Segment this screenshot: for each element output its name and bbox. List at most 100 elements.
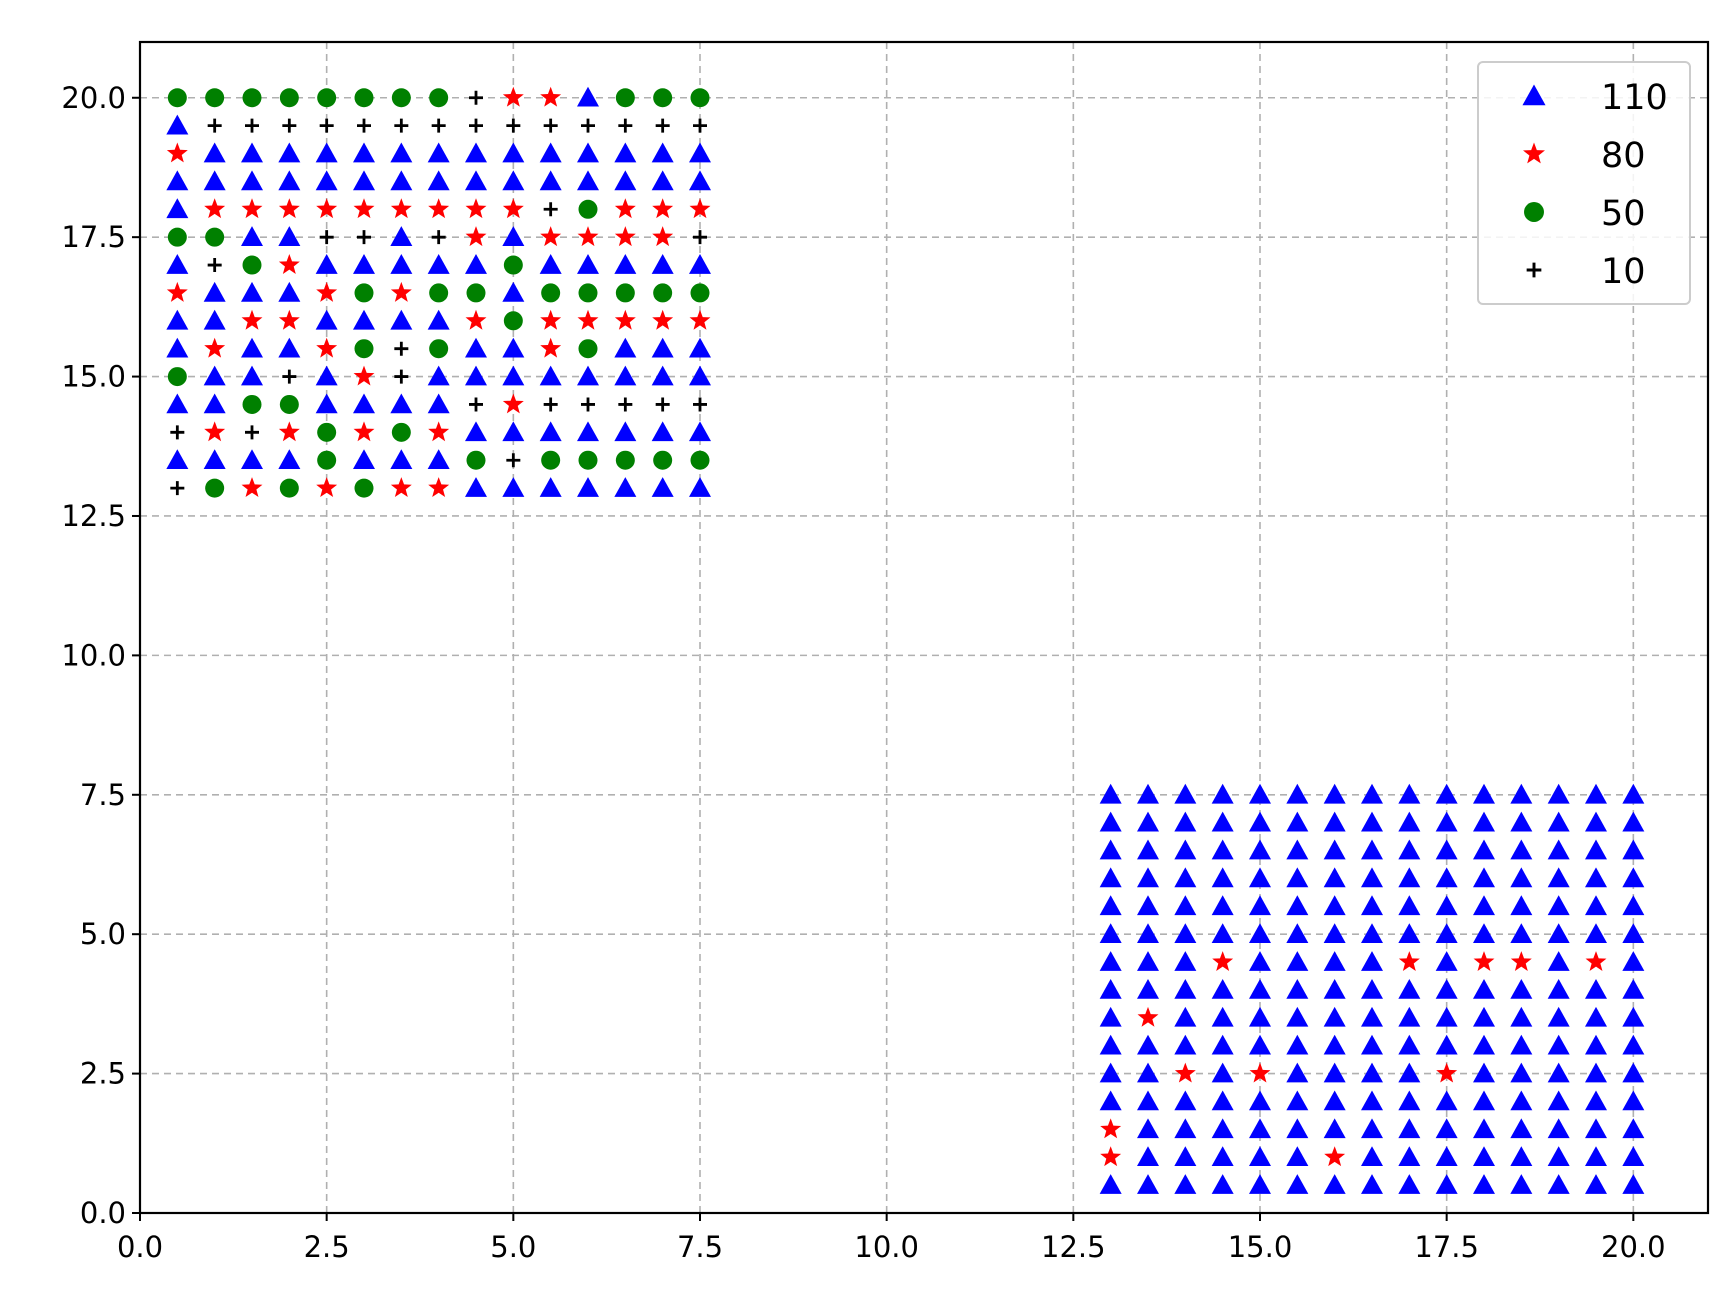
marker-110 — [1211, 1090, 1234, 1111]
marker-110 — [353, 309, 375, 330]
marker-110 — [1473, 811, 1495, 832]
marker-110 — [1473, 1034, 1495, 1055]
marker-80 — [1137, 1006, 1159, 1027]
marker-110 — [1361, 978, 1383, 999]
marker-110 — [166, 449, 189, 470]
marker-110 — [1398, 1090, 1421, 1111]
marker-110 — [1211, 811, 1234, 832]
marker-110 — [651, 337, 674, 358]
marker-80 — [1174, 1062, 1196, 1083]
marker-110 — [1585, 1090, 1607, 1111]
marker-110 — [614, 337, 637, 358]
marker-110 — [1361, 951, 1383, 971]
marker-110 — [1435, 951, 1458, 971]
marker-80 — [689, 198, 711, 219]
marker-110 — [315, 365, 338, 386]
marker-10 — [357, 118, 371, 133]
marker-110 — [1547, 867, 1570, 888]
marker-110 — [1286, 811, 1309, 832]
x-tick-label: 5.0 — [490, 1230, 536, 1264]
marker-80 — [278, 421, 300, 442]
marker-110 — [1510, 1062, 1533, 1083]
marker-80 — [316, 281, 338, 302]
marker-110 — [1398, 1146, 1421, 1167]
grid-lines — [140, 42, 1708, 1213]
marker-80 — [1436, 1062, 1458, 1083]
marker-110 — [315, 142, 338, 163]
y-tick-label: 15.0 — [61, 360, 126, 394]
marker-50 — [167, 88, 187, 108]
marker-110 — [1398, 1034, 1421, 1055]
marker-110 — [166, 254, 189, 274]
marker-50 — [391, 422, 411, 442]
marker-110 — [1137, 1146, 1159, 1167]
marker-110 — [1473, 923, 1495, 943]
marker-110 — [315, 254, 338, 274]
marker-110 — [1622, 895, 1645, 916]
marker-110 — [1398, 895, 1421, 916]
legend-box — [1477, 61, 1691, 305]
marker-110 — [1622, 1146, 1645, 1167]
marker-110 — [1137, 1090, 1159, 1111]
marker-110 — [241, 226, 263, 246]
marker-80 — [540, 337, 562, 358]
marker-110 — [1473, 1062, 1495, 1083]
marker-110 — [1585, 783, 1607, 804]
marker-110 — [1211, 1174, 1234, 1194]
marker-110 — [465, 365, 487, 386]
marker-110 — [1286, 783, 1309, 804]
marker-110 — [1174, 923, 1197, 943]
marker-10 — [319, 230, 334, 245]
marker-110 — [1510, 978, 1533, 999]
marker-110 — [577, 365, 599, 386]
marker-110 — [614, 254, 637, 274]
marker-110 — [390, 254, 413, 274]
marker-10 — [170, 481, 185, 496]
marker-80 — [540, 309, 562, 330]
marker-80 — [316, 198, 338, 219]
marker-110 — [1473, 895, 1495, 916]
marker-110 — [241, 337, 263, 358]
marker-110 — [1099, 895, 1122, 916]
marker-10 — [693, 230, 707, 245]
y-tick-label: 20.0 — [61, 81, 126, 115]
marker-10 — [207, 258, 222, 273]
marker-110 — [1510, 895, 1533, 916]
marker-10 — [431, 118, 446, 133]
marker-50 — [205, 227, 225, 247]
marker-110 — [1137, 1034, 1159, 1055]
marker-110 — [1323, 783, 1346, 804]
marker-110 — [1547, 951, 1570, 971]
marker-110 — [1510, 1174, 1533, 1194]
marker-110 — [1585, 1006, 1607, 1027]
marker-80 — [689, 309, 711, 330]
marker-50 — [279, 394, 299, 414]
marker-110 — [1585, 811, 1607, 832]
marker-50 — [279, 88, 299, 108]
marker-110 — [1547, 978, 1570, 999]
marker-110 — [1249, 951, 1271, 971]
marker-110 — [1249, 1174, 1271, 1194]
marker-50 — [578, 283, 598, 303]
marker-50 — [354, 339, 374, 359]
marker-80 — [278, 198, 300, 219]
marker-110 — [1211, 1118, 1234, 1139]
marker-80 — [1212, 951, 1234, 971]
marker-110 — [1361, 867, 1383, 888]
marker-110 — [614, 170, 637, 191]
marker-110 — [1585, 839, 1607, 860]
marker-110 — [1585, 867, 1607, 888]
marker-110 — [1323, 867, 1346, 888]
marker-50 — [242, 394, 262, 414]
marker-10 — [469, 118, 483, 133]
marker-110 — [1622, 1006, 1645, 1027]
marker-80 — [278, 309, 300, 330]
marker-110 — [502, 142, 525, 163]
marker-110 — [315, 393, 338, 414]
marker-110 — [1473, 1146, 1495, 1167]
marker-110 — [502, 365, 525, 386]
marker-110 — [1361, 811, 1383, 832]
marker-110 — [539, 170, 562, 191]
marker-10 — [543, 397, 558, 412]
marker-110 — [241, 170, 263, 191]
